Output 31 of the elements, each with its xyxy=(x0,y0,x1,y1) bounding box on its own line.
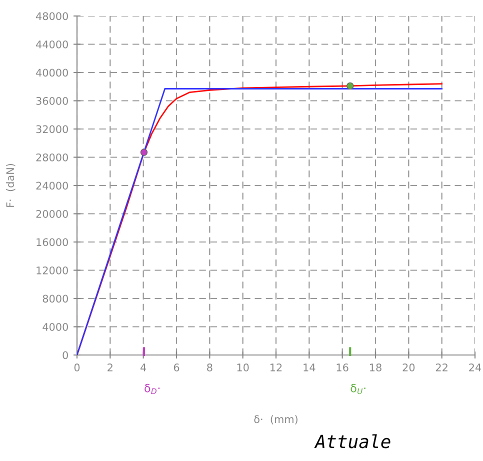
y-tick-label: 28000 xyxy=(36,153,68,162)
x-tick-label: 0 xyxy=(74,364,80,372)
y-tick-label: 0 xyxy=(62,351,68,360)
text: δ$_{U}$· xyxy=(350,384,366,394)
x-tick-label: 16 xyxy=(336,364,348,372)
text: δ$_{D}$· xyxy=(144,384,160,394)
x-tick-label: 8 xyxy=(207,364,212,372)
x-tick-label: 22 xyxy=(436,364,448,372)
y-tick-label: 44000 xyxy=(36,40,68,48)
x-axis-title: δ· (mm) xyxy=(254,415,298,424)
y-tick-label: 8000 xyxy=(42,294,68,303)
x-tick-label: 10 xyxy=(237,364,249,372)
x-tick-label: 4 xyxy=(140,364,146,372)
x-tick-label: 18 xyxy=(370,364,382,372)
y-tick-label: 32000 xyxy=(36,125,68,134)
y-tick-label: 24000 xyxy=(36,182,68,190)
x-tick-label: 2 xyxy=(108,364,112,372)
x-tick-label: 12 xyxy=(270,364,282,372)
y-tick-label: 40000 xyxy=(36,68,68,77)
y-tick-label: 36000 xyxy=(36,96,68,105)
y-tick-label: 16000 xyxy=(36,238,68,246)
x-tick-label: 24 xyxy=(469,364,482,372)
y-tick-label: 4000 xyxy=(42,322,68,331)
y-tick-label: 12000 xyxy=(36,266,68,274)
text: Attuale xyxy=(314,434,390,448)
y-tick-label: 48000 xyxy=(36,12,68,20)
y-tick-label: 20000 xyxy=(36,210,68,218)
x-tick-label: 14 xyxy=(304,364,316,372)
x-tick-label: 6 xyxy=(174,364,180,372)
x-tick-label: 20 xyxy=(402,364,415,372)
y-axis-title: F· (daN) xyxy=(6,164,16,207)
